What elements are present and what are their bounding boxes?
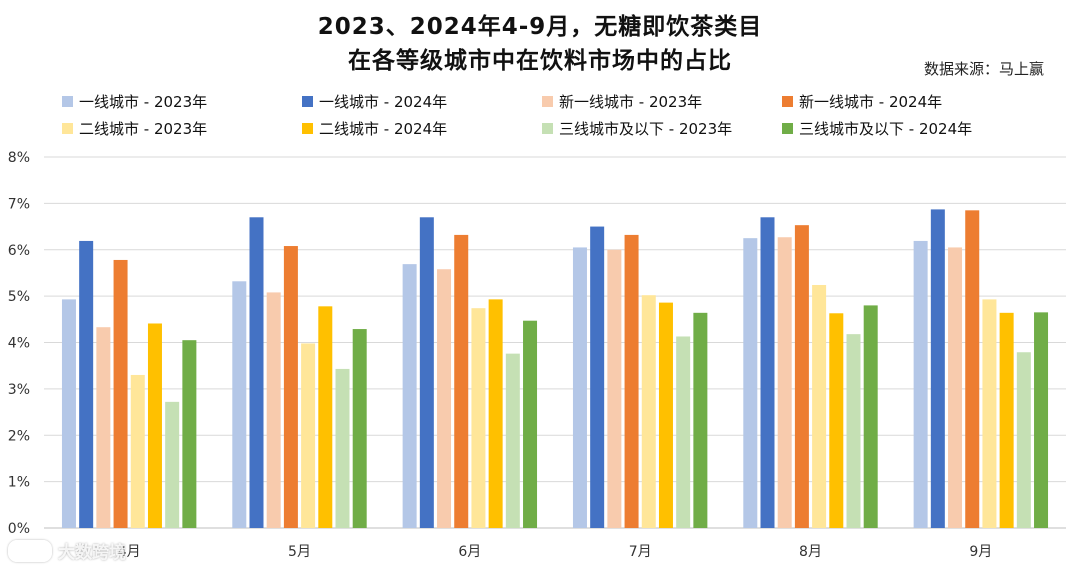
bar <box>693 312 708 528</box>
y-tick-label: 2% <box>8 428 30 444</box>
y-tick-label: 8% <box>8 150 30 166</box>
chart-title-line-1: 2023、2024年4-9月，无糖即饮茶类目 <box>317 14 763 40</box>
bar <box>301 343 316 528</box>
bar <box>266 292 281 528</box>
bar <box>641 295 656 528</box>
bar <box>999 312 1014 528</box>
legend-label: 新一线城市 - 2024年 <box>799 93 943 111</box>
legend-label: 一线城市 - 2023年 <box>79 93 208 111</box>
bar <box>829 313 844 528</box>
legend-swatch <box>62 96 73 107</box>
legend-item: 二线城市 - 2023年 <box>62 118 207 139</box>
x-tick-label: 9月 <box>969 544 992 560</box>
bar <box>505 353 520 528</box>
bar <box>760 217 775 528</box>
y-tick-label: 0% <box>8 521 30 537</box>
y-tick-label: 4% <box>8 336 30 352</box>
bar <box>607 249 622 528</box>
legend-swatch <box>542 96 553 107</box>
bar <box>523 320 538 528</box>
legend-label: 一线城市 - 2024年 <box>319 93 448 111</box>
bar <box>471 308 486 528</box>
x-tick-label: 5月 <box>288 544 311 560</box>
watermark-text: 大数跨境 <box>58 543 126 563</box>
x-tick-label: 8月 <box>799 544 822 560</box>
bar <box>130 374 145 528</box>
x-tick-label: 7月 <box>629 544 652 560</box>
legend-item: 三线城市及以下 - 2024年 <box>782 118 972 139</box>
bar <box>61 299 76 528</box>
legend-swatch <box>542 123 553 134</box>
bar <box>982 299 997 528</box>
legend-label: 新一线城市 - 2023年 <box>559 93 703 111</box>
legend-swatch <box>302 96 313 107</box>
y-tick-label: 6% <box>8 243 30 259</box>
bar <box>283 246 298 529</box>
legend-swatch <box>782 96 793 107</box>
y-tick-label: 5% <box>8 289 30 305</box>
bar <box>419 217 434 528</box>
bar <box>676 336 691 528</box>
bar <box>572 247 587 528</box>
bar <box>930 209 945 528</box>
legend-label: 三线城市及以下 - 2024年 <box>799 120 973 138</box>
bar <box>624 234 639 528</box>
bar <box>913 240 928 528</box>
bar <box>182 340 197 528</box>
bar <box>318 306 333 528</box>
bar <box>812 284 827 528</box>
bar <box>965 210 980 529</box>
bar <box>590 226 605 528</box>
legend-item: 新一线城市 - 2023年 <box>542 91 702 112</box>
bar <box>1034 312 1049 528</box>
bar <box>147 323 162 528</box>
watermark: 大数跨境 <box>8 538 126 563</box>
bar <box>165 401 180 528</box>
legend-item: 一线城市 - 2023年 <box>62 91 207 112</box>
bar <box>794 225 809 528</box>
bar <box>846 334 861 528</box>
bar <box>658 302 673 528</box>
legend-item: 二线城市 - 2024年 <box>302 118 447 139</box>
y-tick-label: 3% <box>8 382 30 398</box>
bar <box>96 327 111 528</box>
chart-title-line-2: 在各等级城市中在饮料市场中的占比 <box>348 48 732 74</box>
y-tick-label: 7% <box>8 196 30 212</box>
bar <box>1016 352 1031 528</box>
bar <box>335 368 350 528</box>
bar <box>232 281 247 528</box>
legend-swatch <box>302 123 313 134</box>
bar <box>777 237 792 528</box>
legend-item: 三线城市及以下 - 2023年 <box>542 118 732 139</box>
bar <box>948 247 963 528</box>
bar <box>743 238 758 528</box>
legend-item: 一线城市 - 2024年 <box>302 91 447 112</box>
data-source-note: 数据来源：马上赢 <box>923 60 1044 78</box>
legend-item: 新一线城市 - 2024年 <box>782 91 942 112</box>
y-tick-label: 1% <box>8 475 30 491</box>
bar <box>488 299 503 528</box>
bar <box>113 259 128 528</box>
bar <box>437 269 452 528</box>
x-tick-label: 6月 <box>458 544 481 560</box>
legend-label: 二线城市 - 2024年 <box>319 120 448 138</box>
bar <box>352 329 367 528</box>
legend-swatch <box>782 123 793 134</box>
legend-label: 三线城市及以下 - 2023年 <box>559 120 733 138</box>
watermark-logo-icon <box>8 539 52 562</box>
legend-label: 二线城市 - 2023年 <box>79 120 208 138</box>
bar <box>249 217 264 528</box>
bar <box>402 264 417 528</box>
bar <box>454 234 469 528</box>
legend-swatch <box>62 123 73 134</box>
x-tick-label: 4月 <box>118 544 141 560</box>
bar <box>79 240 94 528</box>
bar <box>863 305 878 528</box>
